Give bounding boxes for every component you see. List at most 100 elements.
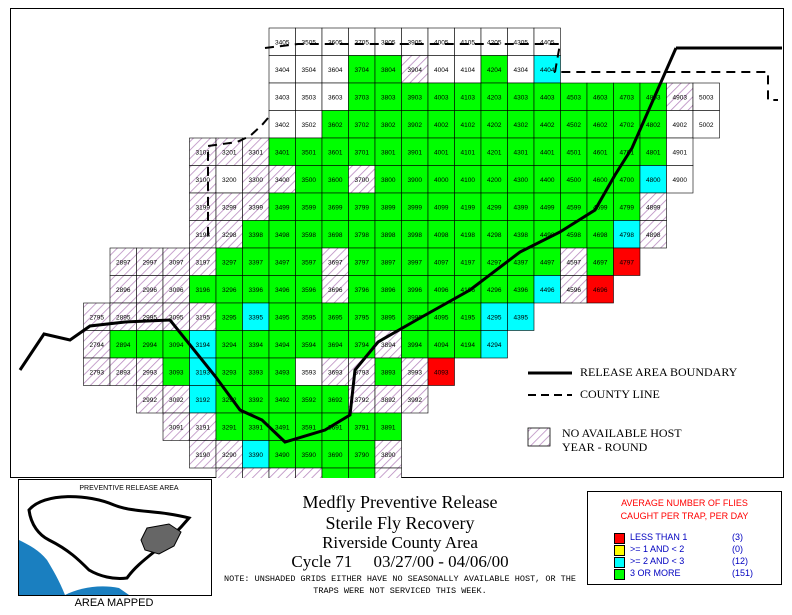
grid-cell-label: 3797 <box>355 259 370 266</box>
grid-cell-fill <box>215 412 243 441</box>
grid-cell: 3697 <box>321 247 349 276</box>
grid-cell: 3593 <box>295 357 323 386</box>
grid-cell-label: 2894 <box>116 342 131 349</box>
grid-cell-fill <box>586 110 614 139</box>
grid-cell-label: 4597 <box>567 259 582 266</box>
grid-cell-label: 3701 <box>355 149 370 156</box>
grid-cell-label: 3294 <box>222 342 237 349</box>
grid-cell-label: 3504 <box>302 67 317 74</box>
grid-cell-fill <box>321 385 349 414</box>
grid-cell: 4398 <box>507 220 535 249</box>
grid-cell: 4501 <box>560 137 588 166</box>
grid-cell-label: 3793 <box>355 369 370 376</box>
grid-cell-label: 4598 <box>567 232 582 239</box>
grid-cell: 3605 <box>321 27 349 56</box>
grid-cell-label: 3600 <box>328 177 343 184</box>
grid-cell-label: 4093 <box>434 369 449 376</box>
grid-cell-fill <box>427 27 455 56</box>
grid-cell-fill <box>348 467 376 478</box>
grid-cell-fill <box>295 275 323 304</box>
grid-cell: 2896 <box>109 275 137 304</box>
grid-cell: 3996 <box>401 275 429 304</box>
grid-cell: 4702 <box>613 110 641 139</box>
grid-cell-fill <box>268 302 296 331</box>
grid-cell: 4698 <box>586 220 614 249</box>
grid-cell-fill <box>533 82 561 111</box>
grid-cell-label: 5003 <box>699 94 714 101</box>
grid-cell-label: 3597 <box>302 259 317 266</box>
grid-cell: 4099 <box>427 192 455 221</box>
grid-cell: 3392 <box>242 385 270 414</box>
grid-cell-label: 3405 <box>275 39 290 46</box>
grid-cell: 3904 <box>401 55 429 84</box>
grid-cell-fill <box>666 110 694 139</box>
grid-cell-fill <box>427 220 455 249</box>
grid-cell-fill <box>268 275 296 304</box>
grid-cell-fill <box>507 27 535 56</box>
grid-cell: 3794 <box>348 330 376 359</box>
county-line-key-label: COUNTY LINE <box>580 387 660 401</box>
grid-cell-label: 3798 <box>355 232 370 239</box>
grid-cell-fill <box>348 110 376 139</box>
grid-cell: 4404 <box>533 55 561 84</box>
grid-cell-fill <box>268 165 296 194</box>
grid-cell-fill <box>480 330 508 359</box>
grid-cell-label: 3301 <box>249 149 264 156</box>
grid-cell-fill <box>321 467 349 478</box>
grid-cell: 3491 <box>268 412 296 441</box>
grid-cell-fill <box>374 192 402 221</box>
grid-cell-label: 4405 <box>540 39 555 46</box>
grid-cell-fill <box>321 55 349 84</box>
grid-cell: 4399 <box>507 192 535 221</box>
grid-cell: 4304 <box>507 55 535 84</box>
grid-cell-fill <box>454 110 482 139</box>
grid-cell-fill <box>321 82 349 111</box>
grid-cell: 4001 <box>427 137 455 166</box>
grid-cell-fill <box>242 247 270 276</box>
grid-cell-fill <box>560 137 588 166</box>
grid-cell: 3899 <box>374 192 402 221</box>
grid-cell-label: 3700 <box>355 177 370 184</box>
grid-cell-fill <box>215 330 243 359</box>
grid-cell-label: 3396 <box>249 287 264 294</box>
grid-cell-fill <box>374 467 402 478</box>
grid-cell-label: 4199 <box>461 204 476 211</box>
grid-cell-label: 3892 <box>381 397 396 404</box>
grid-cell-label: 4898 <box>646 232 661 239</box>
grid-cell: 3196 <box>189 275 217 304</box>
grid-cell: 3489 <box>268 467 296 478</box>
grid-cell: 3702 <box>348 110 376 139</box>
grid-cell: 3595 <box>295 302 323 331</box>
grid-cell: 3501 <box>295 137 323 166</box>
grid-cell-fill <box>374 82 402 111</box>
grid-cell-label: 4603 <box>593 94 608 101</box>
grid-cell: 3993 <box>401 357 429 386</box>
grid-cell: 3191 <box>189 412 217 441</box>
grid-cell: 2995 <box>136 302 164 331</box>
grid-cell-label: 4499 <box>540 204 555 211</box>
inset-map-frame: PREVENTIVE RELEASE AREA <box>18 479 212 596</box>
grid-cell-label: 4801 <box>646 149 661 156</box>
grid-cell-fill <box>242 302 270 331</box>
release-boundary-key-label: RELEASE AREA BOUNDARY <box>580 365 738 379</box>
grid-cell: 3490 <box>268 440 296 469</box>
grid-cell-label: 3193 <box>196 369 211 376</box>
grid-cell-label: 4702 <box>620 122 635 129</box>
grid-cell: 3395 <box>242 302 270 331</box>
grid-cell-fill <box>83 330 111 359</box>
grid-cell-label: 4103 <box>461 94 476 101</box>
grid-cell-label: 3501 <box>302 149 317 156</box>
grid-cell-fill <box>348 82 376 111</box>
grid-cell-label: 3899 <box>381 204 396 211</box>
grid-cell: 4195 <box>454 302 482 331</box>
grid-cell: 3994 <box>401 330 429 359</box>
grid-cell: 3401 <box>268 137 296 166</box>
grid-cell-label: 3195 <box>196 314 211 321</box>
grid-cell: 3100 <box>189 165 217 194</box>
grid-cell: 3992 <box>401 385 429 414</box>
grid-cell-label: 3299 <box>222 204 237 211</box>
grid-cell-fill <box>215 165 243 194</box>
grid-cell-label: 3392 <box>249 397 264 404</box>
grid-cell-fill <box>268 192 296 221</box>
